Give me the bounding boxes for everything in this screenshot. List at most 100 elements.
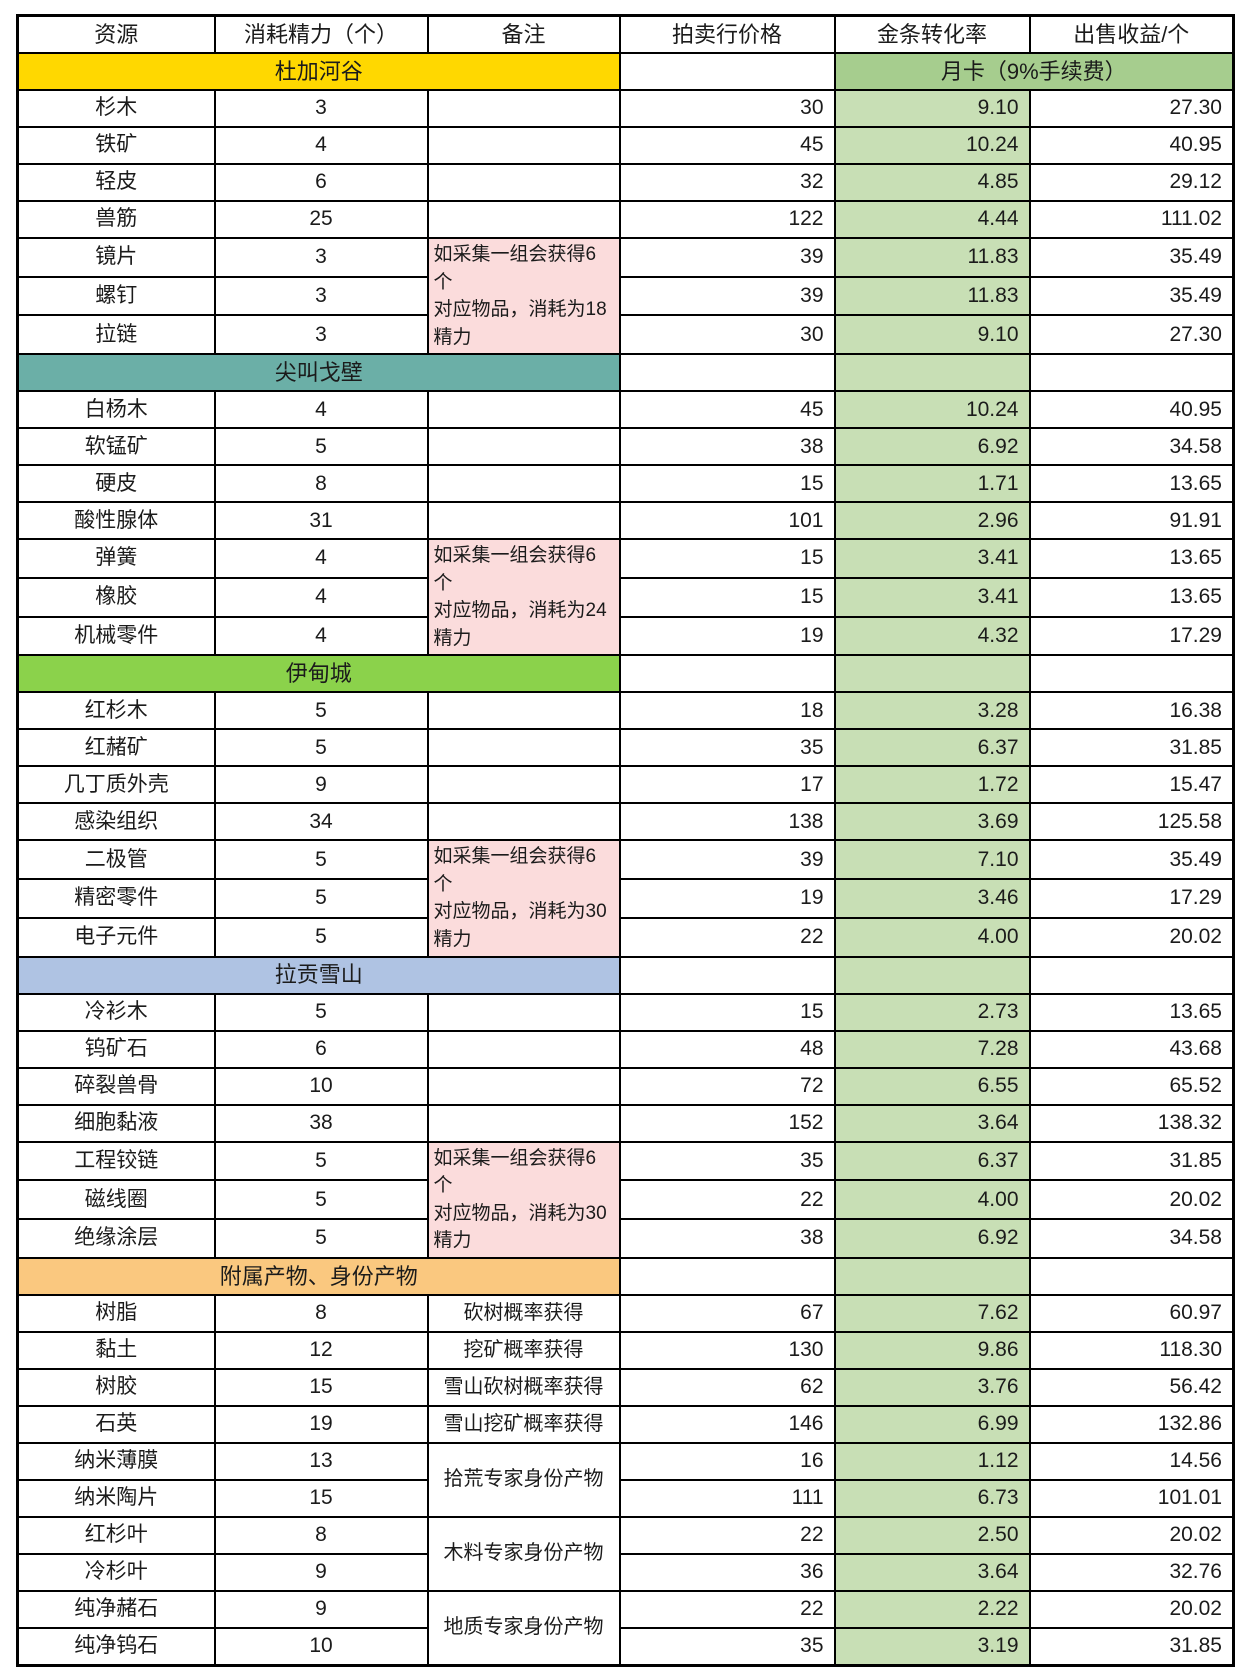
section-rate-empty-cell bbox=[833, 1256, 1031, 1296]
table-row: 细胞黏液 38 152 3.64 138.32 bbox=[16, 1103, 1235, 1143]
price-cell: 152 bbox=[618, 1103, 836, 1143]
note-empty-cell bbox=[426, 427, 621, 467]
price-cell: 62 bbox=[618, 1367, 836, 1407]
profit-cell: 91.91 bbox=[1028, 501, 1235, 541]
energy-cell: 6 bbox=[213, 1029, 429, 1069]
rate-cell: 11.83 bbox=[833, 237, 1031, 278]
note-empty-cell bbox=[426, 126, 621, 165]
price-cell: 45 bbox=[618, 390, 836, 430]
price-cell: 19 bbox=[618, 615, 836, 657]
resource-cell: 弹簧 bbox=[16, 538, 216, 579]
section-title-cell: 杜加河谷 bbox=[16, 52, 621, 91]
rate-cell: 7.10 bbox=[833, 839, 1031, 881]
price-cell: 39 bbox=[618, 275, 836, 317]
resource-cell: 兽筋 bbox=[16, 200, 216, 239]
section-price-empty-cell bbox=[618, 52, 836, 91]
table-row: 螺钉 3 39 11.83 35.49 bbox=[16, 275, 1235, 317]
profit-cell: 16.38 bbox=[1028, 691, 1235, 731]
table-row: 机械零件 4 19 4.32 17.29 bbox=[16, 615, 1235, 657]
rate-cell: 4.32 bbox=[833, 615, 1031, 657]
energy-cell: 10 bbox=[213, 1626, 429, 1667]
rate-cell: 10.24 bbox=[833, 126, 1031, 165]
table-row: 树脂 8 砍树概率获得 67 7.62 60.97 bbox=[16, 1293, 1235, 1333]
energy-cell: 3 bbox=[213, 314, 429, 356]
resource-cell: 白杨木 bbox=[16, 390, 216, 430]
energy-cell: 3 bbox=[213, 275, 429, 317]
price-cell: 72 bbox=[618, 1066, 836, 1106]
price-cell: 39 bbox=[618, 237, 836, 278]
section-rate-empty-cell bbox=[833, 654, 1031, 694]
rate-cell: 3.46 bbox=[833, 878, 1031, 919]
energy-cell: 5 bbox=[213, 1179, 429, 1220]
section-row: 拉贡雪山 bbox=[16, 955, 1235, 995]
price-cell: 67 bbox=[618, 1293, 836, 1333]
section-profit-empty-cell bbox=[1028, 955, 1235, 995]
price-cell: 35 bbox=[618, 1140, 836, 1182]
price-cell: 15 bbox=[618, 576, 836, 618]
energy-cell: 8 bbox=[213, 464, 429, 504]
energy-cell: 12 bbox=[213, 1330, 429, 1370]
energy-cell: 4 bbox=[213, 538, 429, 579]
energy-cell: 5 bbox=[213, 1218, 429, 1259]
price-cell: 146 bbox=[618, 1404, 836, 1444]
energy-cell: 5 bbox=[213, 916, 429, 958]
table-row: 冷衫木 5 15 2.73 13.65 bbox=[16, 992, 1235, 1032]
energy-cell: 4 bbox=[213, 576, 429, 618]
table-row: 精密零件 5 19 3.46 17.29 bbox=[16, 878, 1235, 919]
profit-cell: 34.58 bbox=[1028, 427, 1235, 467]
price-cell: 22 bbox=[618, 1515, 836, 1555]
section-row: 尖叫戈壁 bbox=[16, 353, 1235, 393]
energy-cell: 6 bbox=[213, 163, 429, 202]
table-row: 黏土 12 挖矿概率获得 130 9.86 118.30 bbox=[16, 1330, 1235, 1370]
table-body: 杜加河谷 月卡（9%手续费） 杉木 3 30 9.10 27.30 铁矿 4 45 10.24 40.… bbox=[16, 52, 1235, 1667]
resource-cell: 钨矿石 bbox=[16, 1029, 216, 1069]
energy-cell: 8 bbox=[213, 1515, 429, 1555]
profit-cell: 138.32 bbox=[1028, 1103, 1235, 1143]
resource-cell: 细胞黏液 bbox=[16, 1103, 216, 1143]
section-title-cell: 拉贡雪山 bbox=[16, 955, 621, 995]
profit-cell: 40.95 bbox=[1028, 126, 1235, 165]
resource-cell: 纳米陶片 bbox=[16, 1478, 216, 1518]
profit-cell: 20.02 bbox=[1028, 1179, 1235, 1220]
rate-cell: 11.83 bbox=[833, 275, 1031, 317]
resource-cell: 纳米薄膜 bbox=[16, 1441, 216, 1481]
price-cell: 36 bbox=[618, 1552, 836, 1592]
resource-cell: 工程铰链 bbox=[16, 1140, 216, 1182]
energy-cell: 4 bbox=[213, 390, 429, 430]
rate-cell: 3.28 bbox=[833, 691, 1031, 731]
table-row: 白杨木 4 45 10.24 40.95 bbox=[16, 390, 1235, 430]
price-cell: 38 bbox=[618, 1218, 836, 1259]
rate-cell: 9.10 bbox=[833, 314, 1031, 356]
section-row: 杜加河谷 月卡（9%手续费） bbox=[16, 52, 1235, 91]
profit-cell: 13.65 bbox=[1028, 464, 1235, 504]
resource-cell: 铁矿 bbox=[16, 126, 216, 165]
price-cell: 19 bbox=[618, 878, 836, 919]
note-empty-cell bbox=[426, 1066, 621, 1106]
resource-table: 资源 消耗精力（个） 备注 拍卖行价格 金条转化率 出售收益/个 杜加河谷 月卡（… bbox=[16, 14, 1235, 1667]
rate-cell: 4.00 bbox=[833, 1179, 1031, 1220]
profit-cell: 34.58 bbox=[1028, 1218, 1235, 1259]
profit-cell: 118.30 bbox=[1028, 1330, 1235, 1370]
col-header-resource: 资源 bbox=[16, 14, 216, 54]
rate-cell: 7.62 bbox=[833, 1293, 1031, 1333]
profit-cell: 27.30 bbox=[1028, 89, 1235, 128]
resource-cell: 精密零件 bbox=[16, 878, 216, 919]
resource-cell: 冷杉叶 bbox=[16, 1552, 216, 1592]
note-empty-cell bbox=[426, 464, 621, 504]
profit-cell: 20.02 bbox=[1028, 1515, 1235, 1555]
table-row: 工程铰链 5 如采集一组会获得6个 对应物品，消耗为30 精力 35 6.37 31.85 bbox=[16, 1140, 1235, 1259]
resource-cell: 红杉木 bbox=[16, 691, 216, 731]
resource-cell: 二极管 bbox=[16, 839, 216, 881]
resource-cell: 软锰矿 bbox=[16, 427, 216, 467]
note-empty-cell bbox=[426, 89, 621, 128]
energy-cell: 9 bbox=[213, 1552, 429, 1592]
note-empty-cell bbox=[426, 1103, 621, 1143]
section-row: 附属产物、身份产物 bbox=[16, 1256, 1235, 1296]
col-header-gold-rate: 金条转化率 bbox=[833, 14, 1031, 54]
rate-cell: 6.73 bbox=[833, 1478, 1031, 1518]
profit-cell: 31.85 bbox=[1028, 728, 1235, 768]
energy-cell: 34 bbox=[213, 802, 429, 842]
resource-cell: 螺钉 bbox=[16, 275, 216, 317]
note-empty-cell bbox=[426, 390, 621, 430]
table-row: 纯净赭石 9 地质专家身份产物 22 2.22 20.02 bbox=[16, 1589, 1235, 1667]
